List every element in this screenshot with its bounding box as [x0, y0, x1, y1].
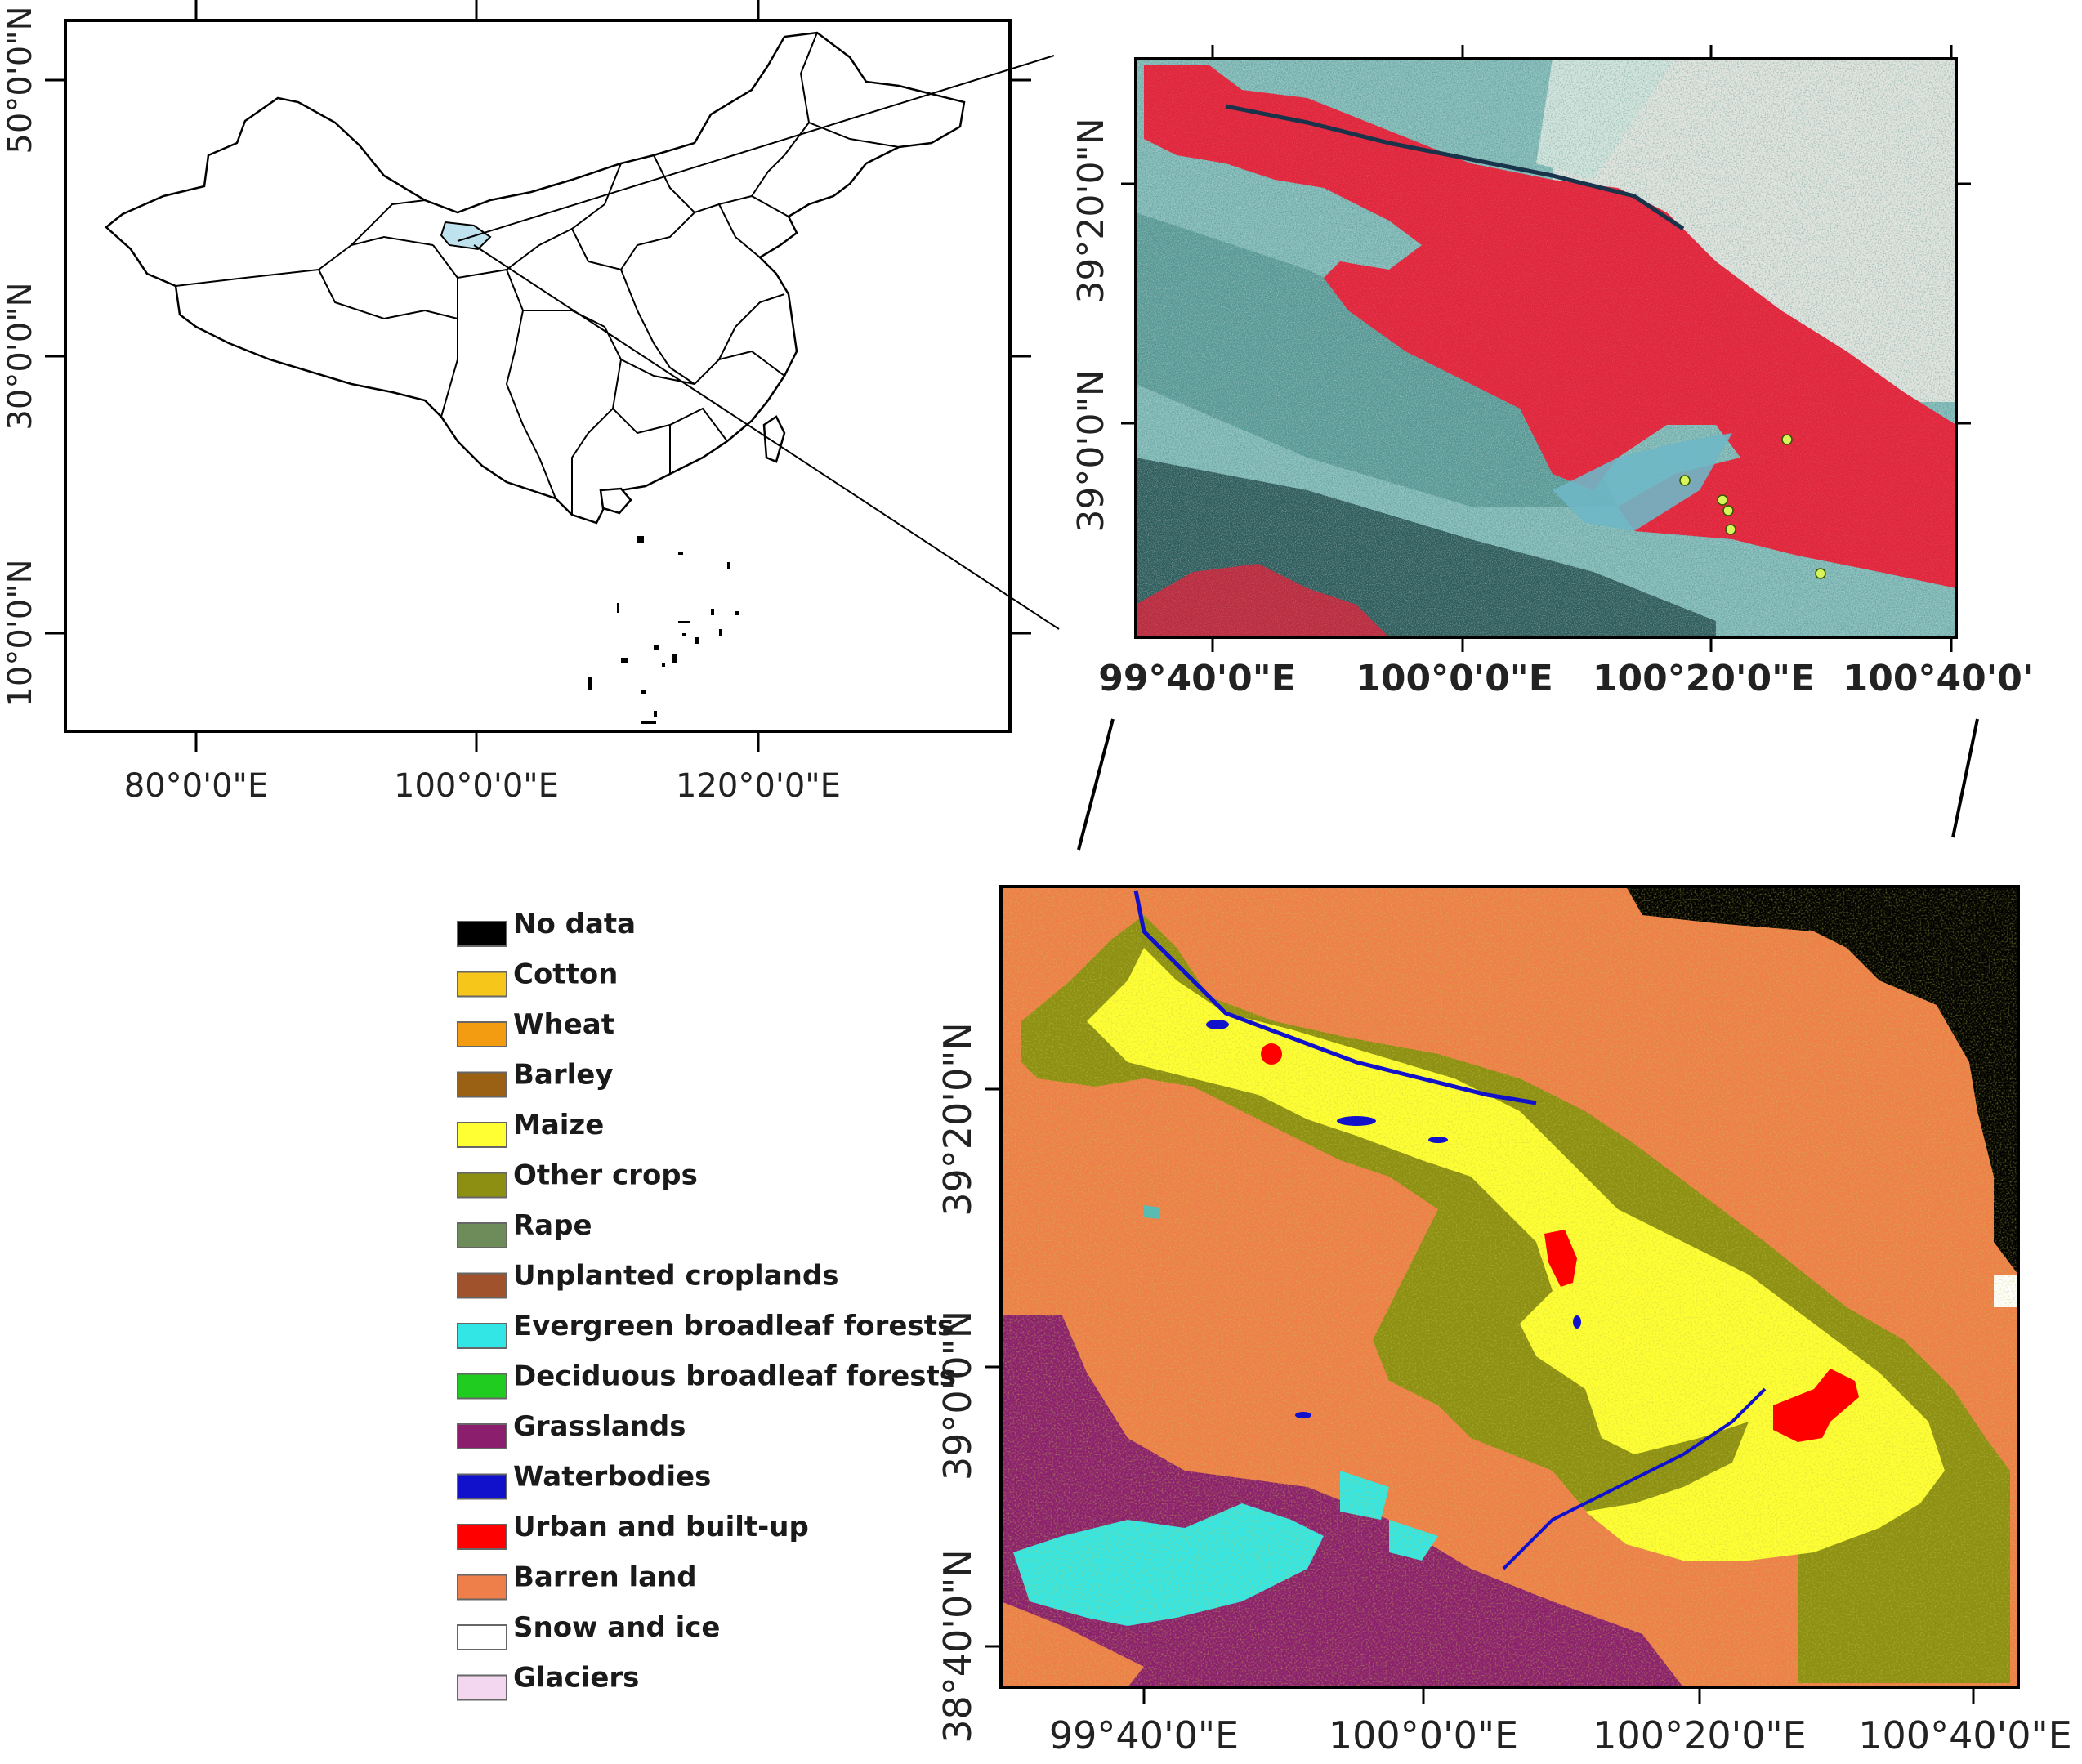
legend-swatch-1 — [457, 921, 507, 947]
overview-lon-ticks — [45, 0, 1031, 752]
overview-lat-label-50: 50°0'0"N — [2, 6, 39, 154]
landcover-map-frame — [999, 885, 2020, 1689]
legend-swatch-6 — [457, 1172, 507, 1199]
legend-label-6: Other crops — [513, 1159, 698, 1192]
legend-swatch-11 — [457, 1423, 507, 1449]
waterbody-patches — [1206, 1020, 1581, 1418]
satellite-map: 99°40'0"E 100°0'0"E 100°20'0"E 100°40'0'… — [1070, 45, 2034, 851]
landcover-ticks — [985, 1087, 1975, 1704]
legend-label-7: Rape — [513, 1209, 592, 1242]
legend-label-1: No data — [513, 908, 636, 940]
legend-label-3: Wheat — [513, 1008, 614, 1041]
legend-swatch-9 — [457, 1323, 507, 1349]
legend-label-11: Grasslands — [513, 1410, 686, 1443]
overview-lon-label-120: 120°0'0"E — [676, 767, 841, 805]
legend-swatch-10 — [457, 1373, 507, 1400]
legend-label-9: Evergreen broadleaf forests — [513, 1310, 954, 1342]
landcover-lon-label-3: 100°20'0"E — [1593, 1713, 1806, 1757]
landcover-lon-label-4: 100°40'0"E — [1858, 1713, 2071, 1757]
hainan-island — [599, 487, 632, 515]
overview-lat-label-10: 10°0'0"N — [2, 559, 39, 707]
study-area-region — [440, 221, 492, 251]
overview-lon-label-100: 100°0'0"E — [394, 767, 559, 805]
satellite-lon-label-1: 99°40'0"E — [1098, 658, 1296, 699]
leader-line-lower — [473, 244, 1060, 630]
legend-swatch-4 — [457, 1071, 507, 1098]
legend-swatch-8 — [457, 1272, 507, 1299]
overview-map: 80°0'0"E 100°0'0"E 120°0'0"E 50°0'0"N 30… — [2, 0, 1060, 805]
satellite-river — [1225, 104, 1685, 231]
landcover-lat-label-2: 39°0'0"N — [936, 1311, 980, 1480]
satellite-lon-label-2: 100°0'0"E — [1356, 658, 1553, 699]
urban-patches — [1261, 1043, 1859, 1442]
legend-label-16: Glaciers — [513, 1662, 639, 1695]
province-boundaries — [175, 32, 900, 515]
taiwan-island — [762, 415, 786, 463]
river-waterbody — [1133, 890, 1537, 1105]
zoom-line-right — [1951, 718, 1979, 838]
legend-swatch-12 — [457, 1473, 507, 1500]
satellite-ticks — [1121, 45, 1971, 652]
landcover-lon-label-1: 99°40'0"E — [1049, 1713, 1239, 1757]
legend-swatch-14 — [457, 1574, 507, 1601]
legend-swatch-15 — [457, 1624, 507, 1650]
legend-swatch-2 — [457, 971, 507, 998]
landcover-lon-label-2: 100°0'0"E — [1329, 1713, 1518, 1757]
satellite-oasis-speckle — [1136, 59, 1956, 637]
satellite-lon-label-3: 100°20'0"E — [1593, 658, 1815, 699]
legend-swatch-13 — [457, 1524, 507, 1550]
crop-texture — [1001, 886, 2018, 1687]
legend-label-2: Cotton — [513, 958, 618, 991]
legend-label-12: Waterbodies — [513, 1461, 711, 1494]
legend-label-15: Snow and ice — [513, 1611, 721, 1644]
satellite-lat-label-2: 39°0'0"N — [1070, 369, 1112, 532]
legend-label-10: Deciduous broadleaf forests — [513, 1360, 956, 1393]
legend-label-13: Urban and built-up — [513, 1511, 809, 1543]
legend-label-4: Barley — [513, 1059, 614, 1092]
legend-label-14: Barren land — [513, 1561, 697, 1594]
satellite-map-frame — [1134, 57, 1958, 639]
satellite-lon-label-4: 100°40'0' — [1843, 658, 2034, 699]
legend: No data Cotton Wheat Barley Maize Other crops… — [457, 908, 956, 1701]
landcover-map: 99°40'0"E 100°0'0"E 100°20'0"E 100°40'0"… — [936, 885, 2072, 1757]
satellite-lat-label-1: 39°20'0"N — [1070, 118, 1112, 303]
legend-swatch-16 — [457, 1674, 507, 1701]
legend-swatch-7 — [457, 1222, 507, 1248]
lower-river-waterbody — [1502, 1387, 1767, 1570]
south-china-sea-islands — [588, 536, 739, 724]
overview-lon-label-80: 80°0'0"E — [124, 767, 268, 805]
satellite-sample-points — [1679, 434, 1826, 579]
legend-label-5: Maize — [513, 1109, 604, 1141]
overview-lat-label-30: 30°0'0"N — [2, 282, 39, 430]
legend-label-8: Unplanted croplands — [513, 1260, 838, 1293]
landcover-lat-label-3: 38°40'0"N — [936, 1549, 980, 1744]
legend-swatch-3 — [457, 1021, 507, 1047]
satellite-reservoir — [1553, 433, 1732, 531]
zoom-line-left — [1077, 718, 1115, 851]
legend-swatch-5 — [457, 1122, 507, 1148]
evergreen-forest-small — [1144, 1205, 1160, 1219]
leader-line-upper — [457, 55, 1055, 242]
china-outline — [105, 31, 966, 525]
landcover-lat-label-1: 39°20'0"N — [936, 1022, 980, 1217]
